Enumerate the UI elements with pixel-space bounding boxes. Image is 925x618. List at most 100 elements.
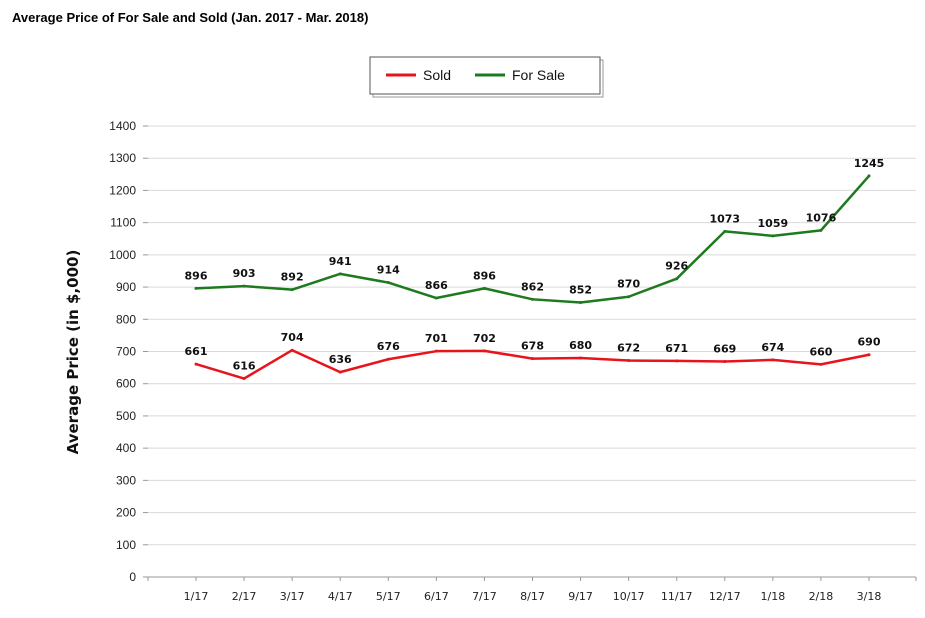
data-point bbox=[242, 377, 246, 381]
data-label: 852 bbox=[569, 284, 592, 297]
data-label: 676 bbox=[377, 340, 400, 353]
data-point bbox=[290, 288, 294, 292]
x-tick-label: 11/17 bbox=[661, 590, 693, 603]
y-tick-label: 700 bbox=[116, 345, 136, 359]
x-tick-label: 1/18 bbox=[761, 590, 786, 603]
data-label: 1059 bbox=[758, 217, 789, 230]
data-point bbox=[482, 349, 486, 353]
data-label: 660 bbox=[809, 345, 832, 358]
y-tick-label: 0 bbox=[129, 570, 136, 584]
chart-title: Average Price of For Sale and Sold (Jan.… bbox=[12, 10, 369, 25]
y-tick-label: 300 bbox=[116, 473, 136, 487]
data-point bbox=[579, 301, 583, 305]
grid-lines bbox=[143, 125, 916, 578]
data-label: 704 bbox=[281, 331, 304, 344]
y-tick-label: 500 bbox=[116, 409, 136, 423]
y-tick-label: 400 bbox=[116, 441, 136, 455]
legend-label: Sold bbox=[423, 67, 451, 83]
data-point bbox=[338, 370, 342, 374]
y-tick-label: 100 bbox=[116, 538, 136, 552]
x-tick-label: 9/17 bbox=[568, 590, 593, 603]
data-label: 941 bbox=[329, 255, 352, 268]
data-label: 669 bbox=[713, 342, 736, 355]
x-tick-label: 2/18 bbox=[809, 590, 834, 603]
x-tick-label: 8/17 bbox=[520, 590, 545, 603]
data-label: 862 bbox=[521, 280, 544, 293]
data-point bbox=[531, 297, 534, 301]
x-tick-label: 6/17 bbox=[424, 590, 449, 603]
data-point bbox=[338, 272, 342, 276]
data-label: 914 bbox=[377, 264, 400, 277]
data-point bbox=[771, 234, 775, 238]
y-tick-label: 600 bbox=[116, 377, 136, 391]
x-tick-label: 7/17 bbox=[472, 590, 497, 603]
data-point bbox=[819, 362, 823, 366]
data-point bbox=[531, 357, 534, 361]
x-tick-label: 1/17 bbox=[184, 590, 209, 603]
data-label: 1073 bbox=[709, 212, 740, 225]
data-point bbox=[579, 356, 583, 360]
data-label: 702 bbox=[473, 332, 496, 345]
y-tick-label: 1000 bbox=[109, 248, 136, 262]
series-lines bbox=[194, 174, 871, 381]
data-label: 672 bbox=[617, 342, 640, 355]
data-point bbox=[627, 295, 631, 299]
x-axis-ticks: 1/17 2/17 3/17 4/17 5/17 6/17 7/17 8/17 9/17 10/1… bbox=[147, 577, 917, 603]
data-label: 903 bbox=[233, 267, 256, 280]
y-axis-ticks: 0 100 200 300 400 500 600 700 800 900 1000 1100 1200… bbox=[109, 119, 136, 584]
data-label: 671 bbox=[665, 342, 688, 355]
data-point bbox=[675, 359, 679, 363]
data-label: 680 bbox=[569, 339, 592, 352]
y-tick-label: 1400 bbox=[109, 119, 136, 133]
data-label: 616 bbox=[233, 360, 256, 373]
y-tick-label: 900 bbox=[116, 280, 136, 294]
x-tick-label: 5/17 bbox=[376, 590, 401, 603]
data-labels: 661 616 704 636 676 701 702 678 680 672 671 669 674 6… bbox=[185, 157, 885, 373]
y-tick-label: 1300 bbox=[109, 151, 136, 165]
data-label: 636 bbox=[329, 353, 352, 366]
data-point bbox=[819, 228, 823, 232]
data-label: 674 bbox=[761, 341, 784, 354]
y-tick-label: 800 bbox=[116, 312, 136, 326]
y-axis-label: Average Price (in $,000) bbox=[64, 250, 82, 455]
legend: Sold For Sale bbox=[369, 56, 604, 98]
x-tick-label: 3/18 bbox=[857, 590, 882, 603]
data-point bbox=[867, 174, 871, 178]
data-label: 892 bbox=[281, 271, 304, 284]
data-label: 690 bbox=[858, 336, 881, 349]
x-tick-label: 2/17 bbox=[232, 590, 257, 603]
data-label: 866 bbox=[425, 279, 448, 292]
x-tick-label: 4/17 bbox=[328, 590, 353, 603]
data-label: 926 bbox=[665, 260, 688, 273]
series-line-sold bbox=[195, 348, 870, 380]
data-point bbox=[482, 286, 486, 290]
data-point bbox=[194, 286, 198, 290]
data-label: 896 bbox=[473, 269, 496, 282]
data-label: 1076 bbox=[806, 211, 837, 224]
data-label: 678 bbox=[521, 340, 544, 353]
data-point bbox=[675, 277, 679, 281]
x-tick-label: 12/17 bbox=[709, 590, 741, 603]
data-point bbox=[434, 296, 438, 300]
x-tick-label: 10/17 bbox=[613, 590, 645, 603]
y-tick-label: 1100 bbox=[110, 216, 136, 230]
data-label: 1245 bbox=[854, 157, 885, 170]
data-point bbox=[290, 348, 294, 352]
data-point bbox=[723, 229, 727, 233]
data-point bbox=[386, 281, 390, 285]
data-point bbox=[194, 362, 198, 366]
data-label: 661 bbox=[185, 345, 208, 358]
data-label: 701 bbox=[425, 332, 448, 345]
y-tick-label: 200 bbox=[116, 506, 136, 520]
data-point bbox=[771, 358, 775, 362]
data-label: 896 bbox=[185, 269, 208, 282]
y-tick-label: 1200 bbox=[109, 183, 136, 197]
data-point bbox=[723, 359, 727, 363]
data-point bbox=[386, 357, 390, 361]
data-point bbox=[627, 359, 631, 363]
legend-label: For Sale bbox=[512, 67, 565, 83]
data-point bbox=[434, 349, 438, 353]
data-point bbox=[242, 284, 246, 288]
x-tick-label: 3/17 bbox=[280, 590, 305, 603]
